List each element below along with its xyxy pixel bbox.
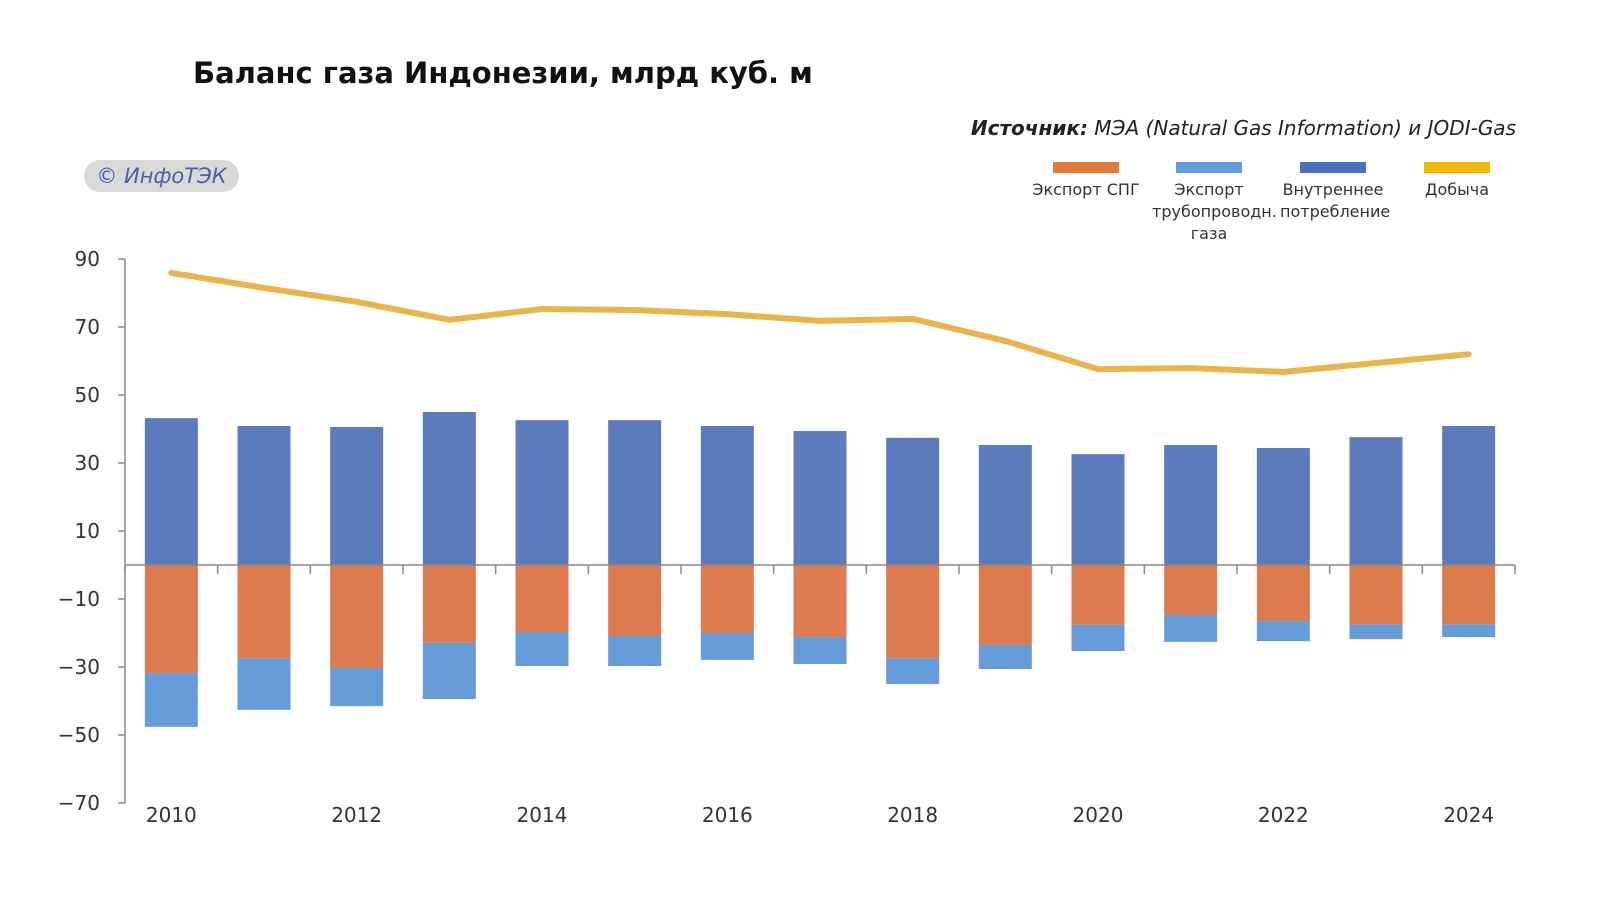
bar-lng-export-2011 xyxy=(237,565,291,659)
legend-swatch-pipeline xyxy=(1176,162,1242,173)
infotek-logo: © ИнфоТЭК xyxy=(84,160,239,192)
legend-label: Внутреннее потребление xyxy=(1280,180,1391,221)
bar-pipeline-export-2024 xyxy=(1442,624,1496,638)
y-tick-label: 30 xyxy=(75,451,100,475)
bar-pipeline-export-2019 xyxy=(978,644,1032,670)
bar-consumption-2023 xyxy=(1349,437,1403,565)
bar-consumption-2021 xyxy=(1164,444,1218,565)
x-tick-label-2022: 2022 xyxy=(1258,803,1309,827)
source-note: Источник: МЭА (Natural Gas Information) … xyxy=(971,116,1516,140)
bar-lng-export-2024 xyxy=(1442,565,1496,625)
chart-title: Баланс газа Индонезии, млрд куб. м xyxy=(193,56,813,90)
y-tick-label: 90 xyxy=(75,247,100,271)
x-tick-label-2018: 2018 xyxy=(887,803,938,827)
legend-swatch-consumption xyxy=(1300,162,1366,173)
bar-lng-export-2022 xyxy=(1256,565,1310,622)
bar-consumption-2010 xyxy=(144,418,198,565)
bar-consumption-2024 xyxy=(1442,425,1496,565)
legend-item-consumption: Внутреннее потребление xyxy=(1268,162,1398,223)
bar-consumption-2019 xyxy=(978,444,1032,565)
y-tick-label: 50 xyxy=(75,383,100,407)
bar-consumption-2017 xyxy=(793,431,847,565)
y-tick-label: −30 xyxy=(58,655,100,679)
bar-pipeline-export-2021 xyxy=(1164,614,1218,642)
bar-pipeline-export-2010 xyxy=(144,673,198,727)
bar-pipeline-export-2018 xyxy=(886,658,940,684)
bar-pipeline-export-2016 xyxy=(700,633,754,660)
bar-lng-export-2013 xyxy=(422,565,476,643)
bar-lng-export-2020 xyxy=(1071,565,1125,625)
x-tick-label-2024: 2024 xyxy=(1443,803,1494,827)
legend-label: Экспорт СПГ xyxy=(1032,180,1140,199)
bar-consumption-2015 xyxy=(608,420,662,565)
legend-swatch-production xyxy=(1424,162,1490,173)
line-production xyxy=(168,269,1472,375)
bar-consumption-2013 xyxy=(422,412,476,565)
legend-item-pipeline: Экспорт трубопроводн. газа xyxy=(1144,162,1277,245)
legend-label: Экспорт трубопроводн. газа xyxy=(1152,180,1277,243)
bar-consumption-2012 xyxy=(330,426,384,565)
bar-lng-export-2016 xyxy=(700,565,754,633)
y-tick-label: −50 xyxy=(58,723,100,747)
legend-item-lng: Экспорт СПГ xyxy=(1021,162,1151,201)
bar-lng-export-2021 xyxy=(1164,565,1218,615)
y-tick-label: 10 xyxy=(75,519,100,543)
bar-lng-export-2010 xyxy=(144,565,198,674)
bar-lng-export-2012 xyxy=(330,565,384,669)
bar-pipeline-export-2012 xyxy=(330,668,384,707)
bar-consumption-2016 xyxy=(700,425,754,565)
bar-pipeline-export-2022 xyxy=(1256,621,1310,642)
legend-swatch-lng xyxy=(1053,162,1119,173)
x-tick-label-2010: 2010 xyxy=(146,803,197,827)
bar-pipeline-export-2017 xyxy=(793,637,847,664)
bar-consumption-2011 xyxy=(237,425,291,565)
bar-consumption-2018 xyxy=(886,437,940,565)
x-tick-label-2014: 2014 xyxy=(517,803,568,827)
source-text: МЭА (Natural Gas Information) и JODI-Gas xyxy=(1094,116,1516,140)
bar-lng-export-2023 xyxy=(1349,565,1403,625)
x-tick-label-2020: 2020 xyxy=(1073,803,1124,827)
bar-pipeline-export-2015 xyxy=(608,636,662,666)
bar-pipeline-export-2013 xyxy=(422,642,476,699)
y-tick-label: −70 xyxy=(58,791,100,815)
y-tick-label: 70 xyxy=(75,315,100,339)
legend-label: Добыча xyxy=(1424,180,1490,199)
x-tick-label-2012: 2012 xyxy=(331,803,382,827)
bar-lng-export-2014 xyxy=(515,565,569,632)
bar-pipeline-export-2014 xyxy=(515,631,569,666)
bar-consumption-2022 xyxy=(1256,448,1310,565)
y-tick-label: −10 xyxy=(58,587,100,611)
bar-consumption-2020 xyxy=(1071,454,1125,565)
source-label: Источник: xyxy=(970,116,1088,140)
bar-lng-export-2018 xyxy=(886,565,940,659)
x-tick-label-2016: 2016 xyxy=(702,803,753,827)
bar-pipeline-export-2023 xyxy=(1349,624,1403,640)
bar-pipeline-export-2020 xyxy=(1071,624,1125,652)
bar-lng-export-2019 xyxy=(978,565,1032,645)
bar-pipeline-export-2011 xyxy=(237,658,291,710)
bar-consumption-2014 xyxy=(515,420,569,565)
bar-lng-export-2015 xyxy=(608,565,662,637)
legend-item-production: Добыча xyxy=(1392,162,1522,201)
bar-lng-export-2017 xyxy=(793,565,847,638)
